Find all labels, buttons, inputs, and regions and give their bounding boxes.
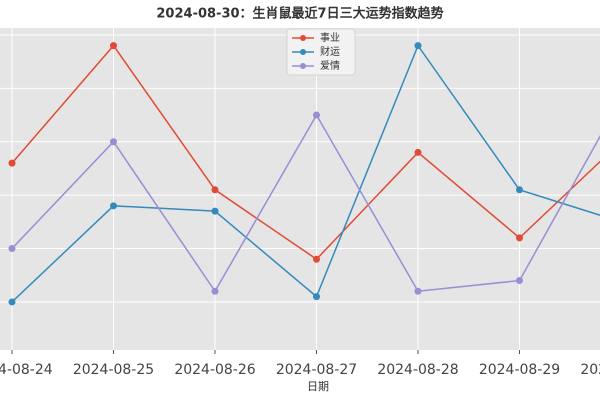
data-point bbox=[313, 293, 320, 301]
legend-label: 财运 bbox=[320, 45, 340, 58]
data-point bbox=[8, 245, 16, 253]
legend-label: 事业 bbox=[320, 31, 340, 44]
data-point bbox=[110, 202, 117, 210]
x-tick-label: 2024-08-24 bbox=[0, 362, 53, 378]
legend-marker bbox=[300, 63, 306, 69]
data-point bbox=[110, 138, 117, 146]
data-point bbox=[414, 42, 422, 50]
x-tick-label: 2024-08-27 bbox=[276, 362, 357, 378]
data-point bbox=[8, 298, 16, 306]
x-tick-label: 2024-08-30 bbox=[580, 362, 600, 378]
data-point bbox=[211, 287, 219, 295]
data-point bbox=[313, 255, 320, 263]
data-point bbox=[516, 277, 523, 285]
legend-label: 爱情 bbox=[320, 59, 340, 72]
x-axis-label: 日期 bbox=[307, 380, 329, 393]
x-tick-label: 2024-08-26 bbox=[174, 362, 255, 378]
data-point bbox=[516, 186, 523, 194]
legend-marker bbox=[300, 35, 306, 41]
data-point bbox=[110, 42, 117, 50]
data-point bbox=[211, 207, 219, 215]
x-tick-label: 2024-08-29 bbox=[479, 362, 560, 378]
lines bbox=[8, 42, 600, 306]
x-tick-label: 2024-08-25 bbox=[73, 362, 154, 378]
data-point bbox=[8, 159, 16, 167]
x-tick-label: 2024-08-28 bbox=[377, 362, 458, 378]
data-point bbox=[414, 287, 422, 295]
data-point bbox=[414, 148, 422, 156]
data-point bbox=[516, 234, 523, 242]
data-point bbox=[313, 111, 320, 119]
plot-area bbox=[0, 28, 600, 350]
legend-marker bbox=[300, 49, 306, 55]
data-point bbox=[211, 186, 219, 194]
chart-title: 2024-08-30：生肖鼠最近7日三大运势指数趋势 bbox=[156, 6, 443, 22]
